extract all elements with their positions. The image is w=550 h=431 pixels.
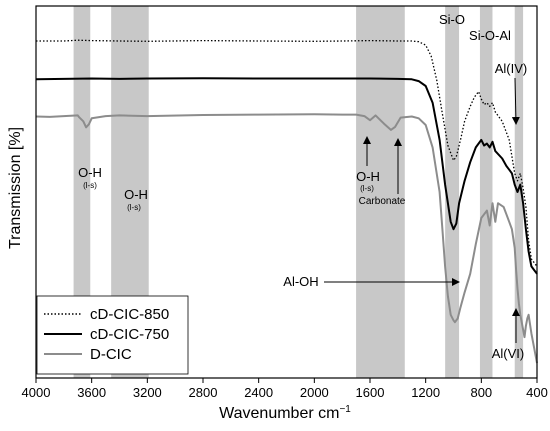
series-line-cd-cic-850 [36, 39, 538, 267]
x-tick-label-400: 400 [526, 385, 548, 400]
x-tick-label-800: 800 [470, 385, 492, 400]
series-line-d-cic [35, 113, 538, 364]
annotation-carbonate: Carbonate [359, 196, 406, 207]
series-line-cd-cic-750 [35, 77, 538, 275]
annotation-oh-2-sub: (l-s) [127, 203, 141, 212]
band-4 [479, 6, 493, 378]
band-2 [356, 6, 405, 378]
annotation-oh-3-sub: (l-s) [360, 184, 374, 193]
x-axis-title-main: Wavenumber cm [219, 405, 339, 422]
y-axis-title: Transmission [%] [7, 127, 24, 249]
annotation-oh-3: O-H [356, 169, 380, 184]
band-5 [514, 6, 524, 378]
legend: cD-CIC-850 cD-CIC-750 D-CIC [36, 295, 189, 375]
annotation-al-vi: Al(VI) [492, 346, 525, 361]
series-lines [35, 39, 538, 364]
band-3 [445, 6, 460, 378]
annotation-si-o: Si-O [439, 12, 465, 27]
x-tick-label-1600: 1600 [356, 385, 385, 400]
x-tick-label-3600: 3600 [77, 385, 106, 400]
legend-label-cd-cic-850: cD-CIC-850 [90, 306, 169, 323]
x-axis-ticks: 4000 3600 3200 2800 2400 2000 1600 1200 800 400 [22, 378, 548, 400]
x-axis-title-superscript: −1 [339, 404, 351, 415]
x-tick-label-2000: 2000 [300, 385, 329, 400]
x-tick-label-2800: 2800 [189, 385, 218, 400]
annotation-al-iv-arrow [511, 77, 520, 125]
x-tick-label-2400: 2400 [244, 385, 273, 400]
legend-label-cd-cic-750: cD-CIC-750 [90, 326, 169, 343]
band-0 [73, 6, 91, 378]
plot-frame [35, 5, 538, 379]
annotation-al-iv: Al(IV) [495, 61, 528, 76]
x-tick-label-3200: 3200 [133, 385, 162, 400]
annotation-oh-1-sub: (l-s) [83, 181, 97, 190]
annotation-oh-2: O-H [124, 187, 148, 202]
x-tick-label-4000: 4000 [22, 385, 51, 400]
annotation-oh-1: O-H [78, 165, 102, 180]
x-axis-title: Wavenumber cm−1 [219, 404, 351, 422]
x-tick-label-1200: 1200 [411, 385, 440, 400]
annotation-al-oh: Al-OH [283, 274, 318, 289]
annotations: Si-O Si-O-Al Al(IV) O-H (l-s) O-H (l-s) … [78, 12, 527, 361]
legend-label-d-cic: D-CIC [90, 346, 132, 363]
annotation-si-o-al: Si-O-Al [469, 28, 511, 43]
